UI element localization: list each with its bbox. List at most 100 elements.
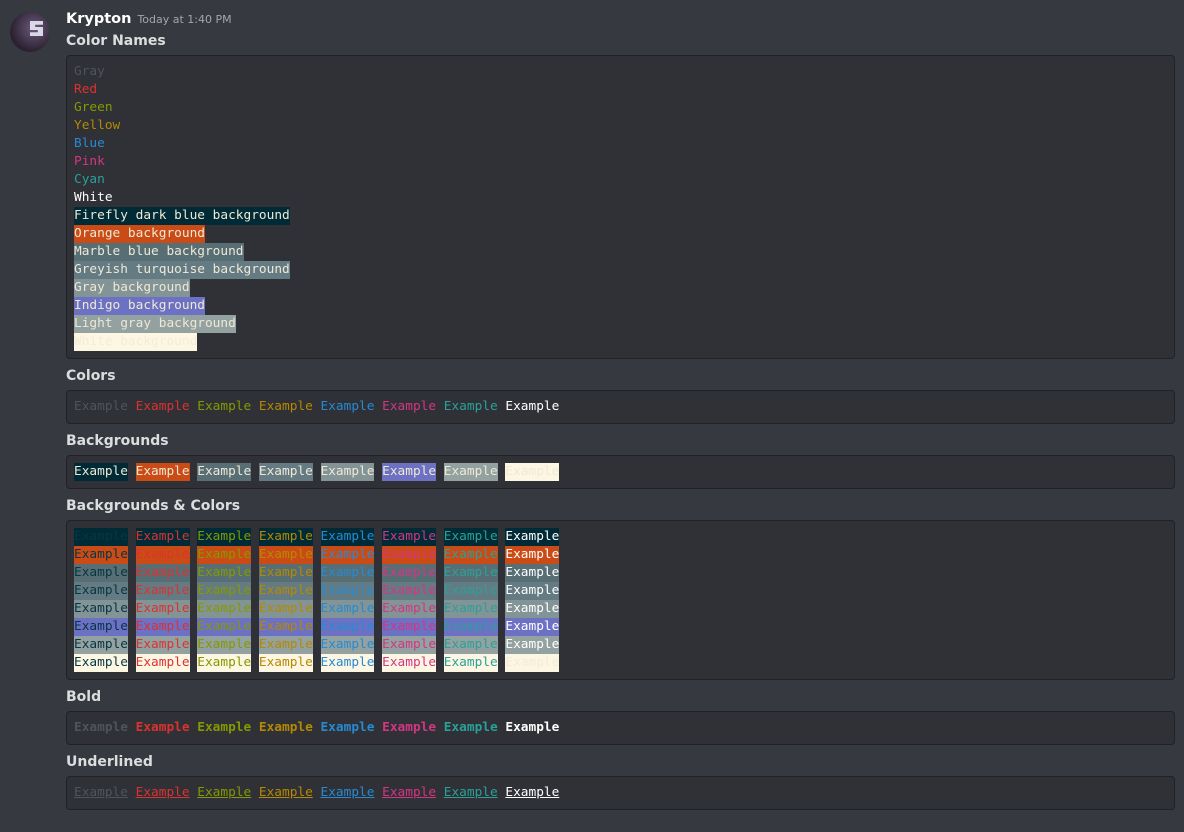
code-line: Greyish turquoise background: [74, 261, 1167, 279]
example-bg-turquoise-fg-blue: Example: [320, 582, 375, 600]
example-4: Example: [320, 463, 375, 481]
example-bg-orange-fg-pink: Example: [382, 546, 437, 564]
example-bg-gray-fg-white: Example: [505, 600, 560, 618]
example-0: Example: [74, 399, 128, 414]
example-7: Example: [505, 399, 560, 414]
example-4: Example: [320, 720, 375, 735]
color-name-red: Red: [74, 82, 98, 97]
code-line: Example Example Example Example Example Examp…: [74, 546, 1167, 564]
code-line: Example Example Example Example Example Examp…: [74, 528, 1167, 546]
example-2: Example: [197, 720, 252, 735]
example-bg-white-fg-green: Example: [197, 654, 252, 672]
color-name-white: White: [74, 190, 113, 205]
example-bg-indigo-fg-gray: Example: [74, 618, 128, 636]
example-bg-gray-fg-cyan: Example: [443, 600, 498, 618]
code-line: Example Example Example Example Example Examp…: [74, 719, 1167, 737]
example-bg-white-fg-cyan: Example: [443, 654, 498, 672]
code-block-colors[interactable]: Example Example Example Example Example Examp…: [66, 390, 1175, 424]
example-1: Example: [135, 720, 190, 735]
section-title-color_names: Color Names: [66, 33, 166, 49]
example-bg-turquoise-fg-yellow: Example: [258, 582, 313, 600]
color-name-yellow: Yellow: [74, 118, 121, 133]
example-6: Example: [443, 399, 498, 414]
example-bg-firefly-fg-yellow: Example: [258, 528, 313, 546]
code-line: Example Example Example Example Example Examp…: [74, 564, 1167, 582]
example-bg-orange-fg-red: Example: [135, 546, 190, 564]
example-7: Example: [505, 785, 560, 800]
code-line: Example Example Example Example Example Examp…: [74, 784, 1167, 802]
example-2: Example: [197, 399, 252, 414]
example-bg-orange-fg-green: Example: [197, 546, 252, 564]
example-bg-turquoise-fg-cyan: Example: [443, 582, 498, 600]
color-name-indigo: Indigo background: [74, 297, 205, 315]
example-bg-gray-fg-green: Example: [197, 600, 252, 618]
color-name-white: White background: [74, 333, 198, 351]
example-bg-turquoise-fg-gray: Example: [74, 582, 128, 600]
example-bg-firefly-fg-pink: Example: [382, 528, 437, 546]
color-name-blue: Blue: [74, 136, 105, 151]
color-name-firefly: Firefly dark blue background: [74, 207, 290, 225]
example-5: Example: [382, 720, 437, 735]
code-line: Example Example Example Example Example Examp…: [74, 398, 1167, 416]
avatar[interactable]: [10, 12, 50, 52]
message: Krypton Today at 1:40 PM Color Names Gray…: [66, 11, 1175, 818]
example-bg-lightgray-fg-cyan: Example: [443, 636, 498, 654]
code-line: Example Example Example Example Example Examp…: [74, 600, 1167, 618]
example-3: Example: [258, 399, 313, 414]
example-0: Example: [74, 720, 128, 735]
code-block-backgrounds_colors[interactable]: Example Example Example Example Example Examp…: [66, 520, 1175, 680]
example-0: Example: [74, 785, 128, 800]
example-bg-orange-fg-white: Example: [505, 546, 560, 564]
example-bg-indigo-fg-pink: Example: [382, 618, 437, 636]
example-bg-turquoise-fg-red: Example: [135, 582, 190, 600]
example-1: Example: [135, 785, 190, 800]
color-name-pink: Pink: [74, 154, 105, 169]
code-line: Cyan: [74, 171, 1167, 189]
example-bg-firefly-fg-gray: Example: [74, 528, 128, 546]
code-block-bold[interactable]: Example Example Example Example Example Examp…: [66, 711, 1175, 745]
example-bg-white-fg-pink: Example: [382, 654, 437, 672]
code-line: Example Example Example Example Example Examp…: [74, 582, 1167, 600]
example-bg-indigo-fg-blue: Example: [320, 618, 375, 636]
example-bg-marble-fg-red: Example: [135, 564, 190, 582]
example-bg-indigo-fg-red: Example: [135, 618, 190, 636]
example-bg-white-fg-gray: Example: [74, 654, 128, 672]
section-title-bold: Bold: [66, 689, 102, 705]
example-4: Example: [320, 399, 375, 414]
example-bg-marble-fg-gray: Example: [74, 564, 128, 582]
example-6: Example: [443, 720, 498, 735]
example-bg-firefly-fg-blue: Example: [320, 528, 375, 546]
author-name[interactable]: Krypton: [66, 11, 132, 27]
example-0: Example: [74, 463, 128, 481]
code-line: Marble blue background: [74, 243, 1167, 261]
message-body: Color Names Gray Red Green Yellow Blue Pink Cya…: [66, 32, 1175, 810]
example-bg-lightgray-fg-green: Example: [197, 636, 252, 654]
example-bg-lightgray-fg-red: Example: [135, 636, 190, 654]
code-block-color_names[interactable]: Gray Red Green Yellow Blue Pink Cyan White Firef…: [66, 55, 1175, 359]
code-block-backgrounds[interactable]: Example Example Example Example Example Examp…: [66, 455, 1175, 489]
avatar-logo-icon: [30, 21, 43, 36]
code-line: Yellow: [74, 117, 1167, 135]
example-5: Example: [382, 463, 437, 481]
timestamp: Today at 1:40 PM: [137, 13, 232, 26]
code-line: Gray background: [74, 279, 1167, 297]
example-bg-gray-fg-pink: Example: [382, 600, 437, 618]
example-6: Example: [443, 785, 498, 800]
example-bg-white-fg-red: Example: [135, 654, 190, 672]
example-3: Example: [258, 720, 313, 735]
example-bg-lightgray-fg-blue: Example: [320, 636, 375, 654]
example-bg-gray-fg-blue: Example: [320, 600, 375, 618]
code-line: White background: [74, 333, 1167, 351]
example-1: Example: [135, 399, 190, 414]
code-block-underlined[interactable]: Example Example Example Example Example Examp…: [66, 776, 1175, 810]
code-line: White: [74, 189, 1167, 207]
section-title-backgrounds: Backgrounds: [66, 433, 169, 449]
example-bg-indigo-fg-green: Example: [197, 618, 252, 636]
example-bg-lightgray-fg-pink: Example: [382, 636, 437, 654]
example-bg-indigo-fg-white: Example: [505, 618, 560, 636]
message-header: Krypton Today at 1:40 PM: [66, 11, 1175, 32]
example-2: Example: [197, 785, 252, 800]
example-bg-white-fg-white: Example: [505, 654, 560, 672]
example-bg-lightgray-fg-gray: Example: [74, 636, 128, 654]
color-name-marble: Marble blue background: [74, 243, 244, 261]
